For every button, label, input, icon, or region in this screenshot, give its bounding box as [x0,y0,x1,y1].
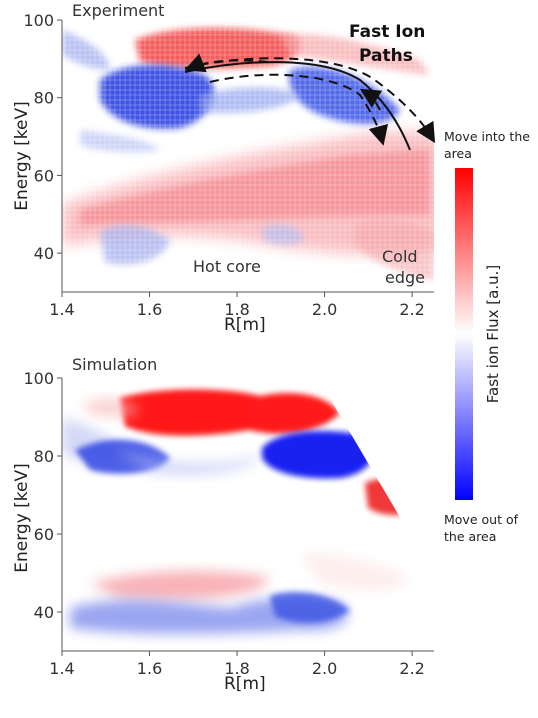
exp-y-tick-label: 40 [34,244,54,263]
sim-x-tick-label: 2.2 [399,659,424,678]
annotation-fast-ion-paths-line1: Fast Ion [349,22,425,42]
experiment-heatmap: Fast Ion Paths Hot core Cold edge 1.4 1.6… [23,11,436,319]
experiment-x-axis-label: R[m] [224,315,266,335]
simulation-y-axis-label: Energy [keV] [12,463,32,573]
annotation-cold-edge-line2: edge [385,268,425,287]
sim-ticks: 1.4 1.6 1.8 2.0 2.2 40 60 80 100 [23,369,424,678]
annotation-hot-core: Hot core [193,257,261,276]
annotation-fast-ion-paths-line2: Paths [359,46,413,66]
sim-y-tick-label: 60 [34,525,54,544]
sim-blob-negative-lower-right [270,592,350,623]
simulation-panel-title: Simulation [72,355,158,374]
sim-blob-positive-faint [300,553,410,590]
sim-blob-negative-right [262,431,375,479]
exp-y-tick-label: 60 [34,166,54,185]
sim-blob-positive-right [365,479,420,515]
sim-x-tick-label: 1.4 [49,659,74,678]
sim-blob-positive-upper [120,389,340,436]
exp-x-tick-label: 1.8 [224,300,249,319]
sim-y-tick-label: 100 [23,369,54,388]
fast-ion-paths [184,53,436,151]
colorbar-top-label: Move into the area [444,128,538,162]
exp-y-tick-label: 100 [23,11,54,30]
sim-blob-positive-upper-faint [85,397,140,418]
sim-y-tick-label: 40 [34,603,54,622]
sim-band-positive-lower [90,571,270,600]
exp-x-tick-label: 2.0 [312,300,337,319]
exp-x-tick-label: 1.4 [49,300,74,319]
exp-ticks: 1.4 1.6 1.8 2.0 2.2 40 60 80 100 [23,11,424,319]
colorbar-bottom-label-text: Move out of the area [444,512,518,544]
experiment-y-axis-label: Energy [keV] [12,101,32,211]
colorbar-top-label-text: Move into the area [444,129,530,161]
sim-x-tick-label: 1.6 [137,659,162,678]
colorbar-gradient [455,168,473,500]
sim-x-tick-label: 2.0 [312,659,337,678]
simulation-field [62,378,434,651]
experiment-field [62,20,434,292]
exp-x-tick-label: 2.2 [399,300,424,319]
sim-band-negative-faint [115,450,260,475]
annotation-cold-edge-line1: Cold [382,247,418,266]
sim-x-tick-label: 1.8 [224,659,249,678]
exp-y-tick-label: 80 [34,89,54,108]
colorbar-bottom-label: Move out of the area [444,511,538,545]
exp-x-tick-label: 1.6 [137,300,162,319]
simulation-heatmap: 1.4 1.6 1.8 2.0 2.2 40 60 80 100 [23,369,434,678]
experiment-panel-title: Experiment [72,1,165,20]
simulation-x-axis-label: R[m] [224,674,266,694]
sim-y-tick-label: 80 [34,447,54,466]
colorbar [455,168,473,500]
colorbar-title: Fast ion Flux [a.u.] [484,264,502,404]
